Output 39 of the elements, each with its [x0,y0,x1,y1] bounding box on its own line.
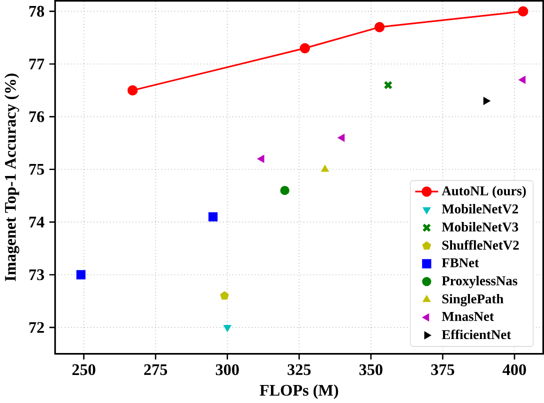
legend-label: FBNet [442,258,479,268]
y-tick-label: 78 [29,6,44,17]
y-tick-label: 74 [29,216,44,228]
x-tick-label: 275 [144,364,168,375]
legend-label: ShuffleNetV2 [442,240,519,250]
point [518,76,526,84]
x-axis-title: FLOPs (M) [260,384,338,399]
point [257,154,264,163]
point [338,134,345,142]
x-tick-label: 250 [72,364,96,375]
x-tick-label: 325 [288,364,311,375]
legend-label: SinglePath [442,294,504,306]
y-tick-label: 72 [29,322,44,333]
y-tick-label: 73 [29,269,44,280]
x-tick-label: 400 [502,364,526,375]
point [208,212,218,222]
x-tick-label: 375 [431,364,454,375]
point [384,80,393,90]
legend-label: MobileNetV3 [442,222,518,232]
point [280,186,290,195]
point [220,291,229,300]
x-tick-label: 350 [359,364,382,375]
legend-label: ProxylessNas [442,276,518,288]
y-axis-title: Imagenet Top-1 Accuracy (%) [4,73,20,281]
point [76,270,86,280]
legend-label: MobileNetV2 [442,204,518,214]
legend-label: MnasNet [442,312,494,321]
x-tick-label: 300 [216,364,239,375]
y-tick-label: 77 [29,58,44,70]
legend-label: EfficientNet [442,329,512,339]
point [374,22,385,32]
y-tick-label: 76 [29,111,44,122]
point [320,164,329,172]
y-tick-label: 75 [29,164,44,174]
point [223,324,232,332]
point [300,42,310,54]
point [483,96,490,105]
point [128,85,138,96]
legend-label: AutoNL (ours) [442,186,526,198]
